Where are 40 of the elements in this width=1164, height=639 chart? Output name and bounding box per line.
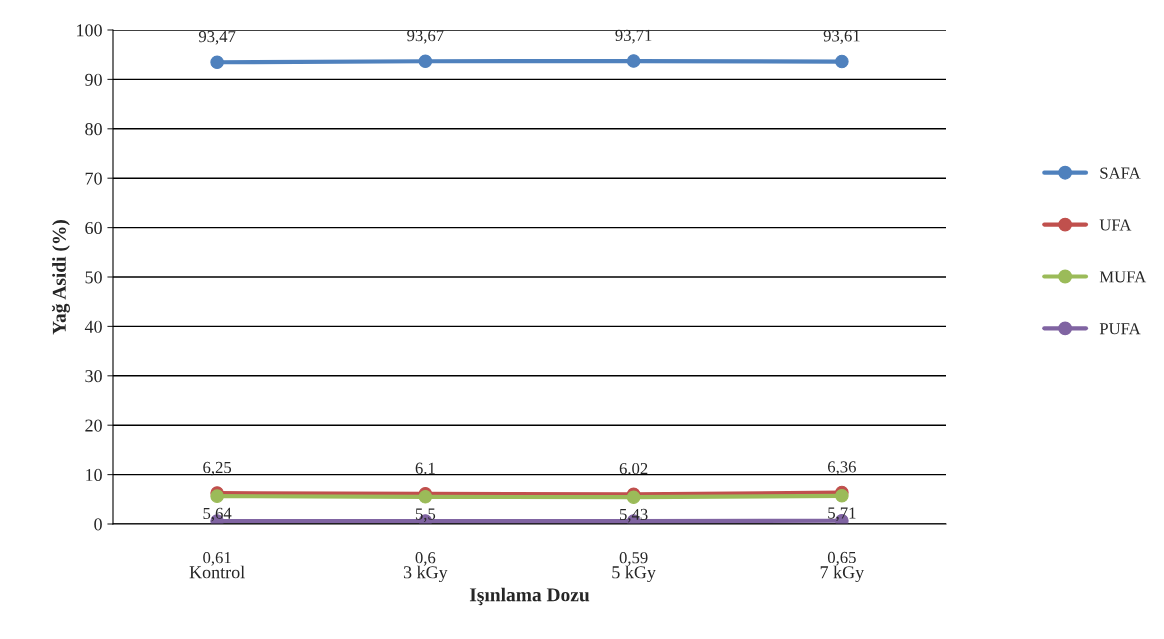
y-tick-label: 0	[94, 518, 102, 531]
x-axis-title: Işınlama Dozu	[469, 587, 590, 606]
y-tick-label: 90	[85, 73, 102, 86]
data-label: 93,71	[615, 29, 652, 44]
point	[835, 54, 849, 69]
y-tick-label: 60	[85, 221, 102, 235]
data-label: 93,47	[198, 31, 236, 45]
legend-label: PUFA	[1099, 323, 1141, 335]
point	[626, 54, 641, 68]
y-tick-label: 70	[85, 172, 102, 185]
data-label: 0,59	[619, 552, 648, 566]
y-tick-label: 40	[84, 320, 102, 333]
data-label: 5,71	[828, 507, 856, 522]
y-tick-label: 50	[85, 271, 102, 284]
data-label: 93,61	[823, 30, 860, 44]
y-axis-title: Yağ Asidi (%)	[51, 220, 70, 335]
x-tick-label: 5 kGy	[612, 565, 656, 583]
legend-label: UFA	[1099, 219, 1132, 231]
y-tick-label: 20	[85, 419, 102, 432]
data-label: 93,67	[407, 30, 444, 44]
point	[210, 55, 224, 70]
y-tick-label: 30	[85, 370, 102, 383]
point	[835, 489, 849, 503]
data-label: 6.02	[619, 462, 648, 475]
data-label: 5,64	[203, 507, 232, 522]
data-label: 0,61	[203, 552, 231, 566]
x-tick-label: 3 kGy	[403, 565, 448, 583]
y-tick-label: 100	[77, 24, 102, 37]
data-label: 6,25	[203, 461, 232, 476]
y-tick-label: 80	[85, 123, 102, 136]
data-label: 0,6	[415, 552, 436, 566]
data-label: 0,65	[827, 551, 856, 566]
x-tick-label: Kontrol	[189, 565, 245, 579]
data-label: 6.1	[415, 462, 435, 474]
x-tick-label: 7 kGy	[820, 565, 865, 583]
legend-label: SAFA	[1100, 167, 1141, 179]
data-label: 6,36	[828, 461, 856, 475]
legend-label: MUFA	[1099, 271, 1147, 283]
point	[418, 54, 433, 69]
y-tick-label: 10	[86, 468, 102, 482]
